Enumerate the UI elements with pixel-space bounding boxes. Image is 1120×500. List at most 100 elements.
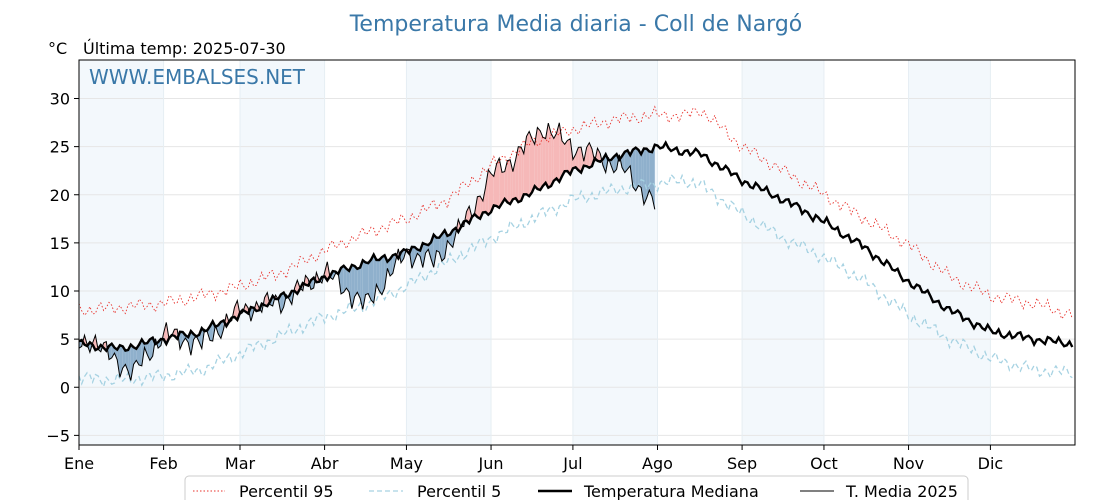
x-tick-label: Feb <box>149 454 177 473</box>
x-tick-label: Ago <box>642 454 673 473</box>
grid-lines <box>78 60 1075 445</box>
warm-anomaly-segment <box>597 148 601 162</box>
cold-anomaly-segment <box>643 148 647 205</box>
warm-anomaly-segment <box>510 159 513 205</box>
y-tick-label: −5 <box>46 426 70 445</box>
x-axis: Ene Feb Mar Abr May Jun Jul Ago Sep Oct Nov Dic <box>64 445 1003 473</box>
warm-anomaly-segment <box>526 131 530 197</box>
cold-anomaly-segment <box>411 246 415 269</box>
cold-anomaly-segment <box>624 150 628 173</box>
warm-anomaly-segment <box>477 196 481 219</box>
series-line-percentil-95 <box>78 105 1073 320</box>
warm-anomaly-segment <box>540 130 543 190</box>
cold-anomaly-segment <box>139 339 142 366</box>
cold-anomaly-segment <box>130 344 134 381</box>
cold-anomaly-segment <box>441 230 445 261</box>
cold-anomaly-segment <box>354 266 358 297</box>
x-tick-label: Mar <box>225 454 256 473</box>
y-tick-label: 20 <box>50 186 70 205</box>
month-band <box>572 60 658 445</box>
warm-anomaly-segment <box>589 142 592 168</box>
warm-anomaly-segment <box>548 123 552 188</box>
legend-label-media2025: T. Media 2025 <box>845 482 958 500</box>
warm-anomaly-segment <box>567 138 571 175</box>
warm-anomaly-segment <box>488 169 491 215</box>
cold-anomaly-segment <box>128 344 131 381</box>
series-line-t-media-2025 <box>78 122 656 381</box>
cold-anomaly-segment <box>109 343 112 360</box>
month-band <box>239 60 325 445</box>
x-tick-label: Oct <box>810 454 838 473</box>
series-lines <box>78 105 1074 389</box>
warm-anomaly-segment <box>264 292 268 307</box>
watermark: WWW.EMBALSES.NET <box>89 65 306 89</box>
warm-anomaly-segment <box>485 169 489 215</box>
warm-anomaly-segment <box>518 146 522 203</box>
cold-anomaly-segment <box>433 234 437 268</box>
legend-box <box>184 475 969 500</box>
cold-anomaly-segment <box>371 254 374 303</box>
legend: Percentil 95 Percentil 5 Temperatura Med… <box>184 475 969 500</box>
warm-anomaly-segment <box>532 138 535 193</box>
warm-anomaly-segment <box>305 275 309 286</box>
cold-anomaly-segment <box>357 267 361 299</box>
cold-anomaly-segment <box>390 255 393 276</box>
cold-anomaly-segment <box>425 244 429 253</box>
cold-anomaly-segment <box>117 345 120 378</box>
x-tick-label: Ene <box>64 454 94 473</box>
cold-anomaly-segment <box>220 320 224 339</box>
plot-frame <box>78 59 1076 446</box>
month-bands <box>79 60 991 445</box>
warm-anomaly-segment <box>586 142 590 168</box>
y-tick-label: 15 <box>50 234 70 253</box>
warm-anomaly-segment <box>504 160 508 203</box>
cold-anomaly-segment <box>381 255 385 295</box>
cold-anomaly-segment <box>638 149 642 188</box>
cold-anomaly-segment <box>114 347 118 360</box>
cold-anomaly-segment <box>635 147 639 191</box>
series-line-percentil-5 <box>78 173 1073 389</box>
cold-anomaly-segment <box>376 259 380 291</box>
warm-anomaly-segment <box>507 159 511 205</box>
cold-anomaly-segment <box>360 260 363 310</box>
legend-label-p5: Percentil 5 <box>417 482 501 500</box>
x-tick-label: Nov <box>893 454 924 473</box>
cold-anomaly-segment <box>343 265 347 293</box>
warm-anomaly-segment <box>496 158 500 208</box>
warm-anomaly-segment <box>521 147 524 201</box>
x-tick-label: Dic <box>978 454 1004 473</box>
warm-anomaly-segment <box>564 140 568 172</box>
chart-title: Temperatura Media diaria - Coll de Nargó <box>349 12 803 37</box>
cold-anomaly-segment <box>149 337 153 361</box>
y-tick-label: 30 <box>50 90 70 109</box>
cold-anomaly-segment <box>436 237 440 253</box>
y-tick-label: 0 <box>60 378 70 397</box>
cold-anomaly-segment <box>447 234 451 245</box>
legend-label-mediana: Temperatura Mediana <box>583 482 759 500</box>
warm-anomaly-segment <box>491 173 494 213</box>
cold-anomaly-segment <box>346 268 350 292</box>
warm-anomaly-segment <box>572 154 576 169</box>
warm-anomaly-segment <box>545 123 549 188</box>
x-tick-label: Jun <box>478 454 504 473</box>
cold-anomaly-segment <box>180 331 183 350</box>
series-line-temperatura-mediana <box>78 140 1074 353</box>
warm-anomaly-segment <box>556 122 560 182</box>
y-tick-label: 5 <box>60 330 70 349</box>
month-band <box>908 60 991 445</box>
x-tick-label: May <box>390 454 423 473</box>
cold-anomaly-segment <box>613 154 617 173</box>
warm-anomaly-segment <box>542 137 546 186</box>
y-tick-label: 25 <box>50 138 70 157</box>
cold-anomaly-segment <box>373 254 377 303</box>
cold-anomaly-segment <box>365 262 369 295</box>
cold-anomaly-segment <box>387 259 391 276</box>
y-axis: 30 25 20 15 10 5 0 −5 <box>46 90 79 445</box>
cold-anomaly-segment <box>133 347 137 365</box>
last-temp-label: Última temp: 2025-07-30 <box>83 39 286 58</box>
x-tick-label: Sep <box>727 454 757 473</box>
warm-anomaly-segment <box>578 147 582 173</box>
cold-anomaly-segment <box>632 147 636 191</box>
cold-anomaly-segment <box>630 149 633 187</box>
